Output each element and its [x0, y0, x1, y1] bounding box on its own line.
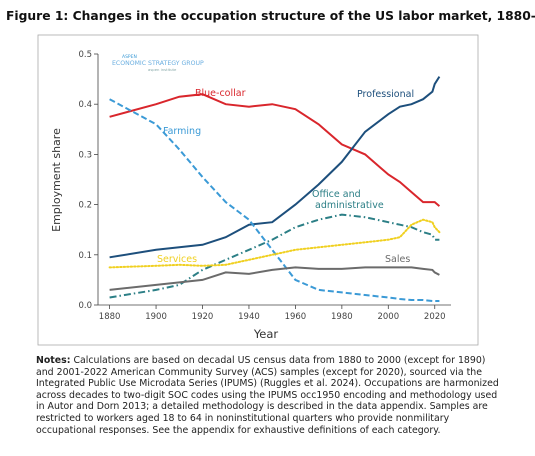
logo-name: ECONOMIC STRATEGY GROUP: [112, 60, 204, 67]
x-tick-label: 2000: [377, 312, 399, 322]
x-tick-label: 1980: [331, 312, 353, 322]
series-label: Blue-collar: [195, 88, 246, 99]
chart-title: Figure 1: Changes in the occupation stru…: [6, 9, 535, 23]
y-tick-label: 0.5: [78, 50, 92, 60]
y-tick-label: 0.0: [78, 301, 92, 311]
x-tick-label: 1960: [285, 312, 307, 322]
x-axis-label: Year: [253, 327, 279, 341]
x-tick-label: 1920: [192, 312, 214, 322]
series-line: [109, 93, 441, 207]
y-tick-label: 0.3: [78, 150, 92, 160]
y-tick-label: 0.4: [78, 100, 92, 110]
logo-sub: aspen institute: [148, 67, 177, 72]
series-label: Office and administrative: [312, 189, 384, 211]
chart: Figure 1: Changes in the occupation stru…: [6, 9, 535, 346]
series-line: [109, 98, 440, 302]
y-tick-label: 0.2: [78, 201, 92, 211]
series-label: Farming: [163, 126, 201, 137]
series-line: [109, 213, 440, 299]
x-tick-label: 1880: [99, 312, 121, 322]
y-tick-label: 0.1: [78, 251, 92, 261]
series-line: [109, 266, 440, 291]
series-label: Sales: [385, 254, 410, 265]
series-line: [109, 76, 441, 259]
notes: Notes: Calculations are based on decadal…: [36, 355, 506, 436]
x-tick-label: 1940: [238, 312, 260, 322]
x-tick-label: 1900: [145, 312, 167, 322]
notes-label: Notes:: [36, 355, 71, 366]
series-label-line: administrative: [312, 200, 384, 211]
frame: [37, 34, 479, 346]
logo-brand: ASPEN: [122, 54, 137, 60]
series-label: Services: [157, 254, 197, 265]
series-line: [108, 218, 441, 269]
series-label: Professional: [357, 89, 414, 100]
y-axis-label: Employment share: [50, 128, 63, 232]
notes-text: Calculations are based on decadal US cen…: [36, 355, 499, 436]
x-tick-label: 2020: [424, 312, 446, 322]
series-label-line: Office and: [312, 189, 361, 200]
